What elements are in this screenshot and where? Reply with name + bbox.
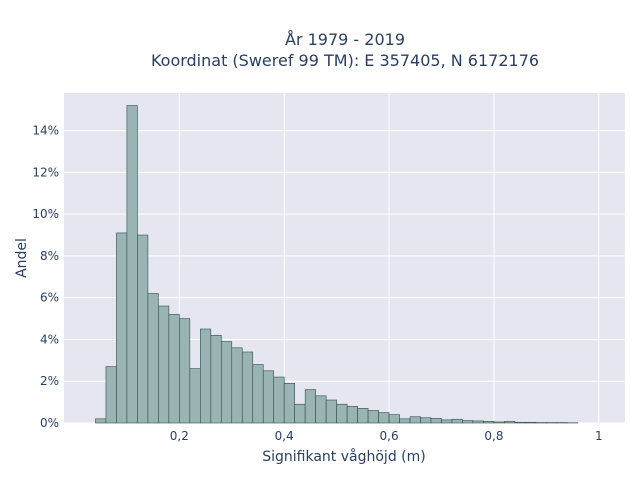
histogram-bar	[514, 422, 526, 424]
histogram-bar	[378, 412, 390, 424]
histogram-bar	[420, 417, 432, 424]
x-axis-title: Signifikant våghöjd (m)	[262, 448, 425, 465]
x-tick-labels: 0,2 0,4 0,6 0,8 1	[170, 429, 603, 443]
x-tick-label: 0,8	[484, 429, 503, 443]
histogram-bar	[252, 364, 264, 424]
histogram-bar	[147, 293, 159, 424]
y-tick-labels: 0% 2% 4% 6% 8% 10% 12% 14%	[32, 124, 59, 430]
histogram-bar	[462, 420, 474, 424]
histogram-bar	[346, 405, 358, 424]
histogram-bar	[262, 370, 275, 424]
histogram-bar	[95, 418, 107, 424]
histogram-bar	[315, 395, 327, 424]
y-tick-label: 14%	[32, 124, 59, 138]
y-tick-label: 0%	[40, 416, 59, 430]
histogram-bar	[472, 420, 484, 424]
y-tick-label: 2%	[40, 374, 59, 388]
histogram-bar	[241, 351, 254, 424]
y-tick-label: 8%	[40, 249, 59, 263]
histogram-bar	[105, 366, 117, 424]
histogram-bar	[388, 414, 400, 424]
histogram-bar	[451, 418, 463, 424]
histogram-bar	[220, 341, 233, 424]
x-tick-label: 0,6	[380, 429, 399, 443]
histogram-bar	[168, 314, 180, 424]
histogram-bar	[325, 399, 337, 424]
histogram-bar	[294, 403, 306, 424]
histogram-bar	[409, 416, 421, 424]
histogram-bar	[304, 389, 316, 424]
histogram-bar	[367, 410, 379, 424]
y-tick-label: 6%	[40, 291, 59, 305]
y-axis-title: Andel	[14, 238, 30, 278]
histogram-bar	[483, 421, 495, 424]
y-tick-label: 4%	[40, 332, 59, 346]
bars	[95, 105, 579, 424]
histogram-bar	[504, 421, 516, 424]
x-tick-label: 0,2	[170, 429, 189, 443]
histogram-bar	[116, 232, 128, 424]
chart-title-line2: Koordinat (Sweref 99 TM): E 357405, N 61…	[151, 51, 539, 70]
y-tick-label: 12%	[32, 165, 59, 179]
histogram-bar	[357, 408, 369, 424]
x-tick-label: 0,4	[275, 429, 294, 443]
histogram-bar	[441, 419, 453, 424]
chart-title-line1: År 1979 - 2019	[285, 30, 405, 49]
histogram-bar	[525, 422, 537, 424]
histogram-bar	[430, 418, 442, 424]
histogram-bar	[126, 105, 138, 424]
histogram-bar	[137, 234, 149, 424]
histogram-bar	[210, 334, 222, 424]
y-tick-label: 10%	[32, 207, 59, 221]
histogram-bar	[283, 383, 295, 424]
histogram-bar	[273, 376, 285, 424]
histogram-bar	[189, 368, 201, 424]
histogram-bar	[399, 418, 411, 424]
histogram-bar	[200, 328, 212, 424]
histogram-bar	[336, 403, 348, 424]
histogram-bar	[158, 305, 170, 424]
x-tick-label: 1	[595, 429, 603, 443]
histogram-bar	[231, 347, 243, 424]
histogram-bar	[179, 318, 191, 424]
histogram-bar	[493, 421, 505, 424]
